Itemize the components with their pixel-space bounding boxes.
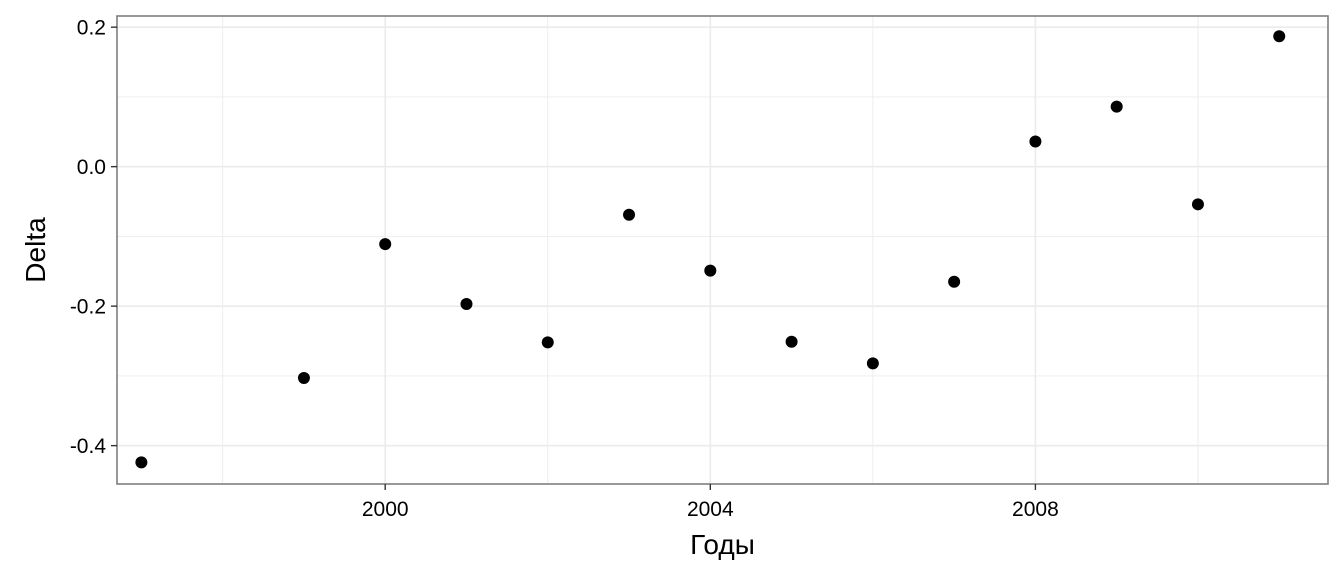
data-point [1110, 100, 1123, 113]
grid-lines [117, 16, 1328, 484]
panel-border [116, 15, 1329, 485]
y-tick-label: 0.0 [77, 156, 106, 179]
data-point [460, 298, 473, 311]
data-point [1029, 135, 1042, 148]
y-tick-label: 0.2 [77, 17, 106, 40]
data-point [785, 335, 798, 348]
y-tick-label: -0.2 [70, 296, 106, 319]
data-point [379, 238, 392, 251]
data-point [866, 357, 879, 370]
axis-ticks [111, 26, 1037, 490]
data-point [135, 456, 148, 469]
data-point [1273, 30, 1286, 43]
data-points [135, 30, 1286, 469]
data-point [948, 275, 961, 288]
tick-labels: 2000 2004 2008 -0.4 -0.2 0.0 0.2 [70, 17, 1059, 521]
data-point [1191, 198, 1204, 211]
data-point [297, 371, 310, 384]
y-axis-title: Delta [20, 217, 51, 283]
data-point [541, 336, 554, 349]
x-tick-label: 2008 [1012, 498, 1059, 521]
x-tick-label: 2000 [362, 498, 409, 521]
data-point [704, 264, 717, 277]
y-tick-label: -0.4 [70, 435, 107, 458]
x-axis-title: Годы [690, 529, 755, 560]
x-tick-label: 2004 [687, 498, 734, 521]
data-point [623, 208, 636, 221]
